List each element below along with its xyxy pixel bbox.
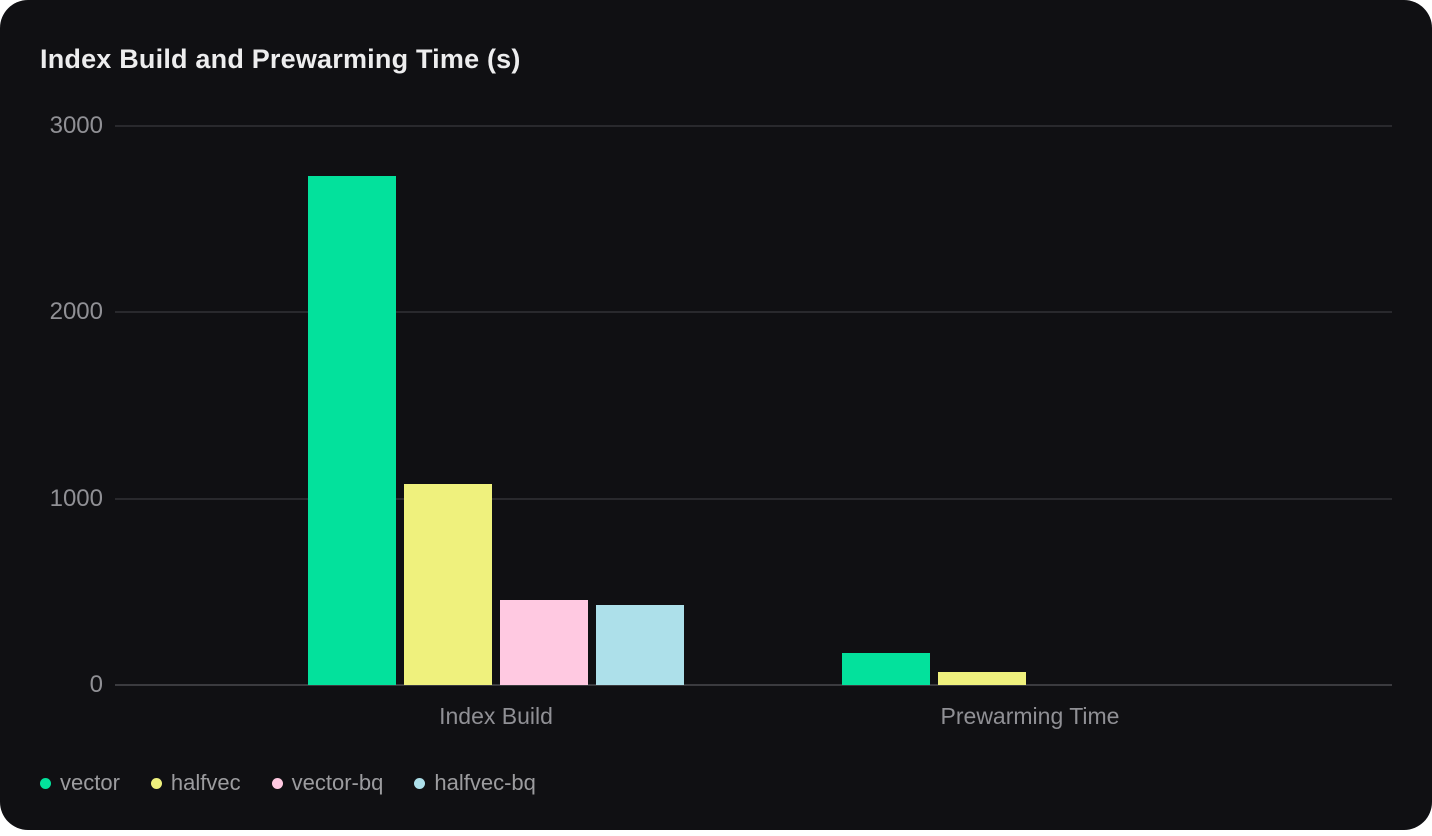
x-axis-label: Index Build [439,703,553,729]
y-tick-label: 1000 [49,484,103,512]
gridline [115,497,1392,500]
bar-halfvec-bq-index-build[interactable] [596,604,684,685]
bar-halfvec-index-build[interactable] [404,483,492,685]
legend-swatch-vector-bq [271,777,283,789]
chart-title: Index Build and Prewarming Time (s) [40,44,521,74]
x-axis-line [115,684,1392,686]
x-axis-label: Prewarming Time [940,703,1120,729]
y-tick-label: 0 [89,671,103,698]
legend-label: vector-bq [291,770,384,795]
bar-vector-prewarming-time[interactable] [842,653,930,685]
y-tick-label: 3000 [49,111,103,139]
legend-label: vector [60,770,120,795]
y-tick-label: 2000 [49,298,103,325]
gridline [115,311,1392,313]
gridline [115,124,1392,127]
legend-item-vector[interactable]: vector [40,769,120,797]
legend-item-halfvec[interactable]: halfvec [150,769,241,797]
legend-item-vector-bq[interactable]: vector-bq [271,769,384,797]
legend-label: halfvec [170,770,241,795]
legend-swatch-vector [40,777,51,789]
legend-label: halfvec-bq [434,770,536,795]
bar-vector-bq-index-build[interactable] [500,600,588,685]
bar-halfvec-prewarming-time[interactable] [938,671,1026,685]
legend-swatch-halfvec-bq [414,777,426,789]
bar-vector-index-build[interactable] [308,175,396,685]
legend-item-halfvec-bq[interactable]: halfvec-bq [414,769,536,797]
legend: vector halfvec vector-bq halfvec-bq [40,769,536,797]
legend-swatch-halfvec [150,777,162,789]
